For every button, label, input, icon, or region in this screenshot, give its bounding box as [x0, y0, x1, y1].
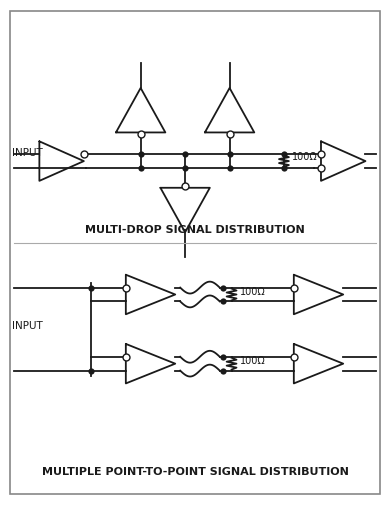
Text: 100Ω: 100Ω [239, 286, 265, 296]
Text: 100Ω: 100Ω [292, 152, 317, 162]
Text: INPUT: INPUT [12, 321, 43, 331]
Text: INPUT: INPUT [12, 148, 43, 158]
Text: MULTI-DROP SIGNAL DISTRIBUTION: MULTI-DROP SIGNAL DISTRIBUTION [85, 225, 305, 235]
Text: MULTIPLE POINT-TO-POINT SIGNAL DISTRIBUTION: MULTIPLE POINT-TO-POINT SIGNAL DISTRIBUT… [42, 467, 348, 477]
Text: 100Ω: 100Ω [239, 356, 265, 366]
